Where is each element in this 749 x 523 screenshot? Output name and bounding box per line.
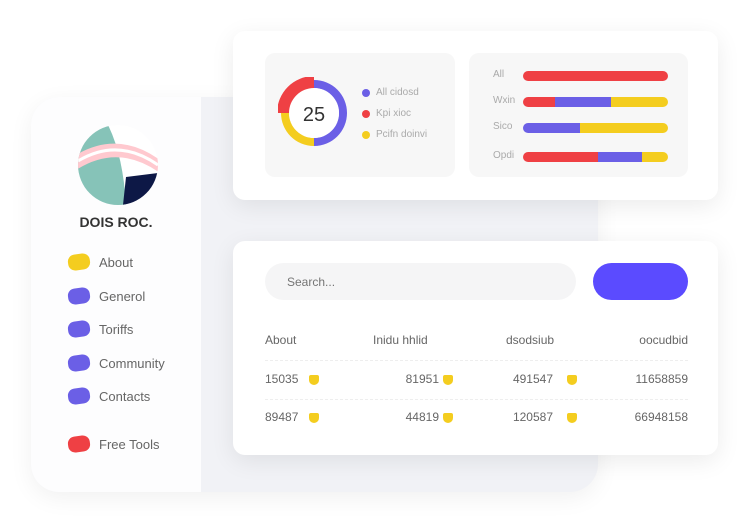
donut-value: 25 — [302, 104, 326, 126]
bar-segment — [523, 152, 599, 162]
table-cell: 44819 — [405, 410, 439, 424]
shield-icon — [443, 375, 453, 385]
bar-segment — [523, 71, 668, 81]
stacked-bar — [523, 71, 668, 81]
bar-label: All — [493, 69, 505, 80]
column-header[interactable]: About — [265, 333, 297, 347]
legend-label: Kpi xioc — [376, 108, 412, 119]
column-header[interactable]: dsodsiub — [506, 333, 555, 347]
shield-icon — [567, 375, 577, 385]
table-cell: 491547 — [512, 372, 553, 386]
shield-icon — [309, 413, 319, 423]
brand-name: DOIS ROC. — [79, 214, 153, 230]
donut-segment — [281, 113, 314, 146]
legend-dot-icon — [362, 109, 370, 118]
nav-blob-icon — [66, 353, 92, 373]
bar-segment — [611, 97, 668, 107]
sidebar-item-label: Generol — [99, 288, 146, 304]
sidebar-item-label: About — [99, 254, 133, 270]
sidebar-item-community[interactable]: Community — [66, 353, 165, 373]
legend-dot-icon — [362, 130, 370, 139]
sidebar-item-generol[interactable]: Generol — [66, 286, 146, 306]
donut-segment — [314, 80, 347, 146]
sidebar-item-about[interactable]: About — [66, 252, 133, 272]
table-cell: 120587 — [512, 410, 553, 424]
sidebar: DOIS ROC. About Generol Toriffs Community Co… — [31, 97, 201, 492]
sidebar-item-toriffs[interactable]: Toriffs — [66, 319, 134, 339]
bar-segment — [641, 152, 668, 162]
sidebar-item-label: Contacts — [99, 388, 151, 404]
nav-blob-icon — [66, 286, 92, 306]
avatar — [78, 125, 158, 205]
nav-blob-icon — [66, 386, 92, 406]
shield-icon — [443, 413, 453, 423]
donut-chart — [278, 77, 347, 146]
legend-label: Pcifn doinvi — [376, 129, 428, 140]
table-card: About Inidu hhlid dsodsiub oocudbid 15035 819… — [233, 241, 718, 455]
nav-blob-icon — [66, 434, 92, 454]
stacked-bar — [523, 152, 668, 162]
column-header[interactable]: oocudbid — [639, 333, 688, 347]
sidebar-item-label: Toriffs — [99, 321, 134, 337]
column-header[interactable]: Inidu hhlid — [373, 333, 428, 347]
legend-label: All cidosd — [376, 87, 419, 98]
table-cell: 81951 — [405, 372, 439, 386]
legend-item: Kpi xioc — [362, 108, 411, 119]
sidebar-item-label: Free Tools — [99, 436, 160, 452]
stacked-bar — [523, 123, 668, 133]
legend-dot-icon — [362, 88, 370, 97]
table-cell: 66948158 — [634, 410, 688, 424]
sidebar-item-free-tools[interactable]: Free Tools — [66, 434, 160, 454]
search-input[interactable] — [265, 263, 576, 300]
row-divider — [265, 360, 688, 361]
nav-blob-icon — [66, 252, 92, 272]
bar-label: Opdi — [493, 150, 515, 161]
stacked-bar — [523, 97, 668, 107]
nav-blob-icon — [66, 319, 92, 339]
stats-card: 25 All cidosd Kpi xioc Pcifn doinvi All Wxi… — [233, 31, 718, 200]
bar-segment — [554, 97, 612, 107]
shield-icon — [309, 375, 319, 385]
donut-segment — [278, 77, 314, 113]
bar-segment — [579, 123, 668, 133]
legend-item: All cidosd — [362, 87, 419, 98]
bars-box: All Wxin Sico Opdi — [469, 53, 688, 177]
bar-segment — [598, 152, 642, 162]
row-divider — [265, 399, 688, 400]
bar-label: Sico — [493, 121, 513, 132]
table-cell: 89487 — [265, 410, 299, 424]
sidebar-item-label: Community — [99, 355, 165, 371]
sidebar-item-contacts[interactable]: Contacts — [66, 386, 151, 406]
bar-segment — [523, 123, 580, 133]
shield-icon — [567, 413, 577, 423]
bar-segment — [523, 97, 555, 107]
donut-box: 25 All cidosd Kpi xioc Pcifn doinvi — [265, 53, 455, 177]
search-button[interactable] — [593, 263, 688, 300]
table-cell: 15035 — [265, 372, 299, 386]
table-cell: 11658859 — [635, 372, 689, 386]
bar-label: Wxin — [493, 95, 516, 106]
legend-item: Pcifn doinvi — [362, 129, 427, 140]
